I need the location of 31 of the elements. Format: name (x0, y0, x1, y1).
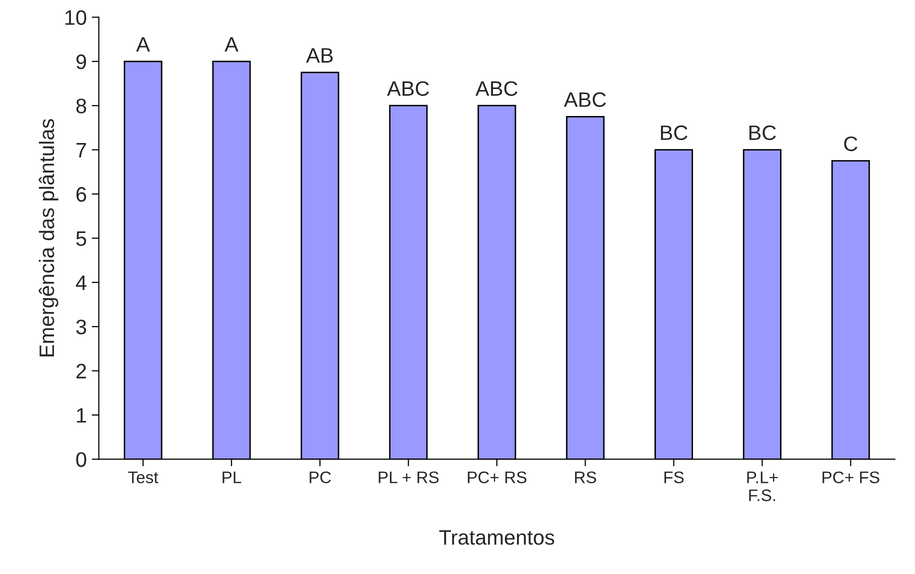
y-tick-label: 1 (77, 408, 86, 423)
x-tick-label: Test (128, 472, 158, 484)
annotation: A (224, 37, 238, 52)
annotation: A (136, 37, 150, 52)
y-tick-label: 6 (76, 187, 86, 202)
x-tick-label: PC (310, 471, 331, 484)
annotation: ABC (475, 81, 518, 96)
annotation: ABC (564, 92, 606, 107)
y-tick-label: 2 (76, 364, 86, 378)
annotation: C (844, 136, 858, 152)
y-tick-label: 0 (76, 452, 86, 467)
annotation: BC (749, 125, 776, 140)
annotation: ABC (387, 81, 430, 96)
y-tick-label: 9 (76, 54, 86, 70)
x-axis-title: Tratamentos (439, 530, 554, 545)
x-tick-label: PL + RS (378, 471, 439, 484)
x-tick-label: PC+ FS (822, 471, 880, 484)
y-axis-title: Emergência das plântulas (38, 119, 58, 356)
x-tick-label: FS (664, 471, 684, 484)
x-tick-label: PL (222, 472, 242, 484)
y-tick-label: 3 (76, 320, 86, 334)
y-tick-label: 5 (76, 231, 86, 246)
y-tick-label: 10 (65, 10, 86, 25)
annotation: AB (306, 48, 333, 63)
y-tick-label: 8 (76, 98, 86, 114)
y-tick-label: 4 (76, 276, 86, 290)
annotation: BC (660, 125, 688, 140)
x-tick-label: P.L+ F.S. (747, 472, 778, 502)
x-tick-label: PC+ RS (468, 471, 526, 484)
x-tick-label: RS (575, 471, 596, 484)
y-tick-label: 7 (76, 143, 86, 158)
